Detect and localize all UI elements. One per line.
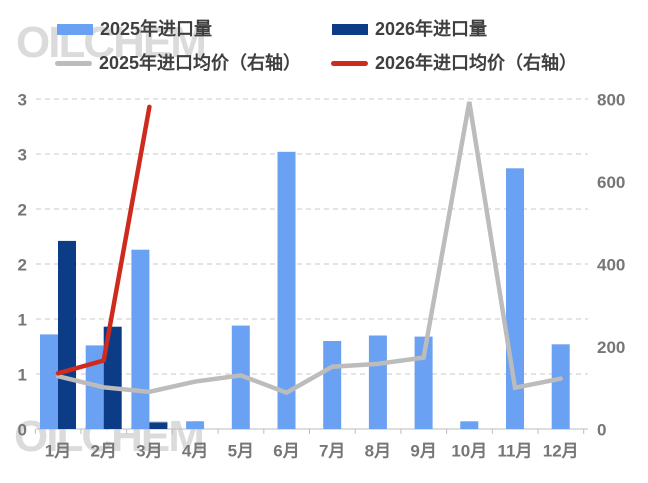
left-axis-tick-label: 3 [18,91,27,110]
legend-label-2025-volume: 2025年进口量 [100,19,213,39]
legend-label-2025-price: 2025年进口均价（右轴） [99,53,302,73]
legend-swatch-2025-volume [57,23,93,35]
x-axis-label-12月: 12月 [543,442,579,461]
legend-item-2026-volume: 2026年进口量 [332,20,487,38]
legend-item-2025-price: 2025年进口均价（右轴） [55,54,301,72]
bar-2026-2月 [103,326,122,429]
legend-swatch-2025-price [55,60,92,66]
oilchem-watermark-top: OILCHEM [16,18,207,67]
bar-2025-1月 [40,334,58,429]
legend-item-2025-volume: 2025年进口量 [57,20,212,38]
x-axis-label-2月: 2月 [90,442,116,461]
legend-label-2026-volume: 2026年进口量 [375,19,488,39]
bar-2026-1月 [58,240,76,429]
left-axis-tick-label: 0 [18,421,27,440]
x-axis-label-11月: 11月 [498,442,533,461]
legend-swatch-2026-volume [332,23,368,35]
left-axis-tick-label: 1 [18,366,27,385]
x-axis-label-10月: 10月 [451,442,487,461]
right-axis-tick-label: 400 [597,256,625,275]
right-axis-tick-label: 200 [597,338,625,357]
right-axis-tick-label: 600 [597,173,625,192]
x-axis-label-5月: 5月 [228,442,254,461]
bar-2025-7月 [323,341,342,429]
x-axis-label-7月: 7月 [319,442,345,461]
bar-2026-3月 [149,422,168,429]
legend-swatch-2026-price [331,60,368,66]
legend-item-2026-price: 2026年进口均价（右轴） [331,54,577,72]
left-axis-tick-label: 2 [18,256,27,275]
right-axis-tick-label: 0 [597,421,606,440]
bar-2025-4月 [186,421,205,429]
x-axis-label-1月: 1月 [45,442,71,461]
x-axis-label-4月: 4月 [182,442,208,461]
x-axis-label-3月: 3月 [136,442,162,461]
bar-2025-10月 [460,421,479,429]
line-2025-avg-price [55,101,563,396]
x-axis-label-9月: 9月 [410,442,436,461]
line-2026-avg-price [55,104,152,376]
bar-2025-12月 [551,344,570,429]
bar-2025-3月 [131,249,150,429]
bar-2025-6月 [277,151,296,430]
legend-label-2026-price: 2026年进口均价（右轴） [375,53,578,73]
left-axis-tick-label: 2 [18,201,27,220]
x-axis-label-6月: 6月 [273,442,299,461]
x-axis-label-8月: 8月 [365,442,391,461]
bar-2025-8月 [368,335,387,429]
left-axis-tick-label: 1 [18,311,27,330]
left-axis-tick-label: 3 [18,146,27,165]
right-axis-tick-label: 800 [597,91,625,110]
